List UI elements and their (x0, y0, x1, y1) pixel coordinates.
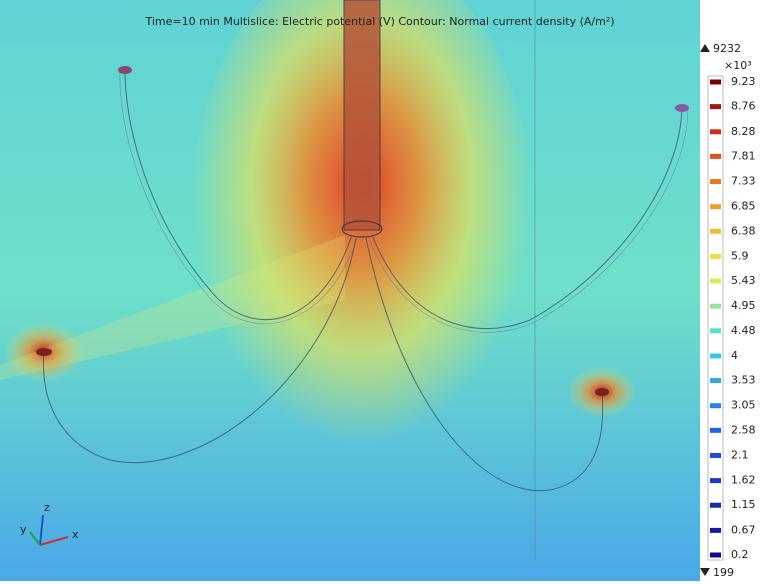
colorbar-multiplier: ×10³ (724, 59, 752, 72)
colorbar-swatch (710, 553, 721, 558)
colorbar-tick-label: 5.9 (731, 249, 749, 262)
colorbar-swatch (710, 229, 721, 234)
colorbar-swatch (710, 254, 721, 259)
colorbar-swatch (710, 304, 721, 309)
colorbar-tick-label: 6.85 (731, 200, 756, 213)
tube-end (118, 66, 132, 74)
colorbar-swatch (710, 378, 721, 383)
colorbar-tick-label: 2.1 (731, 448, 749, 461)
colorbar-tick-label: 4.48 (731, 324, 756, 337)
axis-label: z (44, 501, 50, 514)
colorbar-swatch (710, 80, 721, 85)
colorbar-swatch (710, 154, 721, 159)
colorbar-tick-label: 3.53 (731, 374, 756, 387)
plot-title: Time=10 min Multislice: Electric potenti… (144, 15, 614, 28)
colorbar-swatch (710, 279, 721, 284)
colorbar-swatch (710, 129, 721, 134)
colorbar-tick-label: 7.33 (731, 175, 756, 188)
colorbar-tick-label: 0.67 (731, 523, 756, 536)
colorbar-tick-label: 1.15 (731, 498, 756, 511)
colorbar-tick-label: 8.76 (731, 100, 756, 113)
colorbar-swatch (710, 204, 721, 209)
colorbar-swatch (710, 503, 721, 508)
colorbar-tick-label: 4 (731, 349, 738, 362)
colorbar-swatch (710, 328, 721, 333)
colorbar-swatch (710, 453, 721, 458)
colorbar-tick-label: 9.23 (731, 75, 756, 88)
colorbar-swatch (710, 353, 721, 358)
colorbar-tick-label: 4.95 (731, 299, 756, 312)
colorbar-swatch (710, 403, 721, 408)
viewport: Time=10 min Multislice: Electric potenti… (0, 0, 777, 581)
colorbar-tick-label: 6.38 (731, 224, 756, 237)
axis-label: y (20, 523, 27, 536)
tube-end (675, 104, 689, 112)
colorbar-tick-label: 2.58 (731, 423, 756, 436)
colorbar-tick-label: 0.2 (731, 548, 749, 561)
tube-end (595, 388, 609, 396)
colorbar-tick-label: 1.62 (731, 474, 756, 487)
colorbar-swatch (710, 179, 721, 184)
tube-end (36, 348, 52, 356)
colorbar-tick-label: 3.05 (731, 399, 756, 412)
colorbar-max: 9232 (713, 42, 741, 55)
colorbar-min: 199 (713, 566, 734, 579)
colorbar-swatch (710, 428, 721, 433)
colorbar-swatch (710, 478, 721, 483)
colorbar-tick-label: 8.28 (731, 125, 756, 138)
colorbar-tick-label: 7.81 (731, 149, 756, 162)
axis-label: x (72, 528, 79, 541)
colorbar-swatch (710, 528, 721, 533)
electrode-rod (344, 0, 380, 230)
colorbar-swatch (710, 104, 721, 109)
colorbar-tick-label: 5.43 (731, 274, 756, 287)
